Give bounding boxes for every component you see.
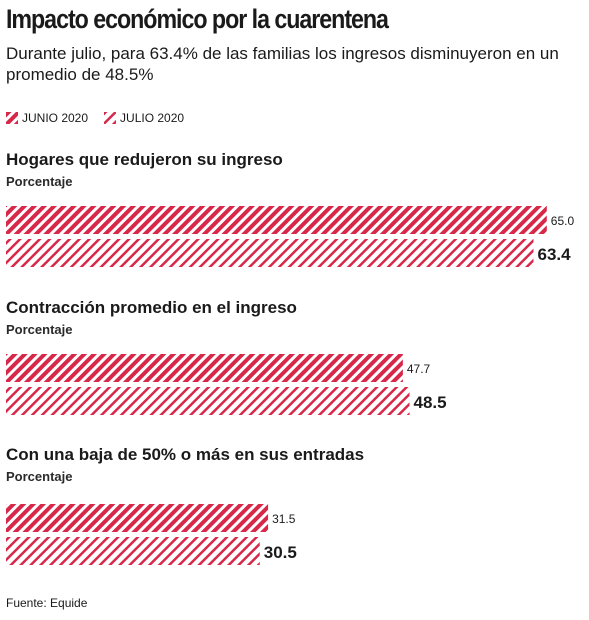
bar-contraccion-junio: [6, 354, 403, 382]
value-label-contraccion-julio: 48.5: [414, 393, 447, 412]
value-label-baja-junio: 31.5: [272, 512, 296, 526]
legend: JUNIO 2020 JULIO 2020: [6, 110, 200, 126]
group-unit-contraccion: Porcentaje: [6, 322, 73, 337]
legend-swatch-julio: [104, 112, 117, 124]
legend-swatch-junio: [6, 112, 18, 124]
chart-title: Impacto económico por la cuarentena: [6, 4, 389, 34]
legend-item-junio: JUNIO 2020: [6, 111, 88, 125]
value-label-hogares-junio: 65.0: [551, 214, 575, 228]
value-label-hogares-julio: 63.4: [537, 245, 571, 264]
bar-baja-junio: [6, 504, 269, 532]
group-unit-hogares: Porcentaje: [6, 174, 73, 189]
value-label-contraccion-junio: 47.7: [407, 362, 431, 376]
value-label-baja-julio: 30.5: [264, 543, 297, 562]
bar-contraccion-julio: [6, 387, 410, 415]
legend-label-julio: JULIO 2020: [120, 111, 185, 125]
group-title-baja: Con una baja de 50% o más en sus entrada…: [6, 445, 365, 464]
group-unit-baja: Porcentaje: [6, 469, 73, 484]
group-title-hogares: Hogares que redujeron su ingreso: [6, 150, 283, 169]
source-note: Fuente: Equide: [6, 596, 88, 610]
bar-hogares-junio: [6, 206, 547, 234]
bar-baja-julio: [6, 537, 260, 565]
bar-hogares-julio: [6, 239, 534, 267]
chart-subtitle: Durante julio, para 63.4% de las familia…: [6, 44, 559, 84]
group-title-contraccion: Contracción promedio en el ingreso: [6, 298, 297, 317]
legend-item-julio: JULIO 2020: [104, 111, 184, 125]
legend-label-junio: JUNIO 2020: [22, 111, 89, 125]
